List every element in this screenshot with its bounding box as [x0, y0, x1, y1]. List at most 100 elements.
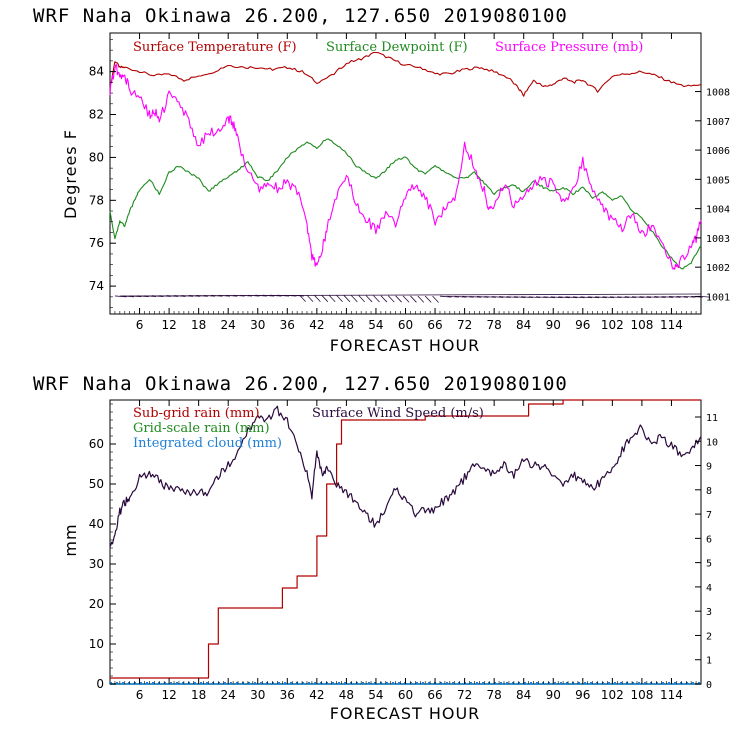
x-tick-label: 96	[575, 318, 590, 332]
x-tick-label: 90	[546, 318, 561, 332]
y2-tick-label: 1008	[706, 88, 730, 99]
wind-barb	[388, 296, 394, 302]
series-line-1	[110, 139, 701, 269]
y2-tick-label: 0	[706, 680, 712, 691]
wind-barb	[351, 295, 357, 301]
wind-barb	[359, 296, 365, 302]
panel-2-title: WRF Naha Okinawa 26.200, 127.650 2019080…	[33, 373, 568, 395]
x-tick-label: 66	[427, 318, 442, 332]
panel-1-ylabel: Degrees F	[61, 129, 80, 219]
y-tick-label: 78	[89, 193, 104, 207]
panel-temperature: WRF Naha Okinawa 26.200, 127.650 2019080…	[33, 5, 730, 355]
x-tick-label: 84	[516, 318, 531, 332]
panel-precipitation: WRF Naha Okinawa 26.200, 127.650 2019080…	[33, 373, 718, 723]
x-tick-label: 84	[516, 688, 531, 702]
x-tick-label: 6	[136, 688, 144, 702]
y2-tick-label: 1003	[706, 234, 730, 245]
y2-tick-label: 1002	[706, 263, 730, 274]
x-tick-label: 90	[546, 688, 561, 702]
y-tick-label: 10	[89, 637, 104, 651]
y2-tick-label: 7	[706, 510, 712, 521]
wind-barb	[373, 296, 379, 302]
x-tick-label: 36	[280, 688, 295, 702]
wind-barb	[322, 295, 328, 301]
y2-tick-label: 1004	[706, 205, 730, 216]
legend-surface-dewpoint: Surface Dewpoint (F)	[326, 40, 468, 55]
y2-tick-label: 4	[706, 583, 712, 594]
x-tick-label: 30	[250, 318, 265, 332]
y2-tick-label: 9	[706, 462, 712, 473]
y2-tick-label: 1001	[706, 292, 730, 303]
wind-barb	[366, 296, 372, 302]
y2-tick-label: 5	[706, 559, 712, 570]
panel-1-title: WRF Naha Okinawa 26.200, 127.650 2019080…	[33, 5, 568, 27]
x-tick-label: 114	[660, 688, 683, 702]
meteogram-figure: WRF Naha Okinawa 26.200, 127.650 2019080…	[0, 0, 740, 740]
y2-tick-label: 11	[706, 413, 718, 424]
x-tick-label: 42	[309, 318, 324, 332]
wind-barb	[425, 296, 431, 302]
x-tick-label: 72	[457, 688, 472, 702]
series-line-0	[110, 53, 701, 97]
wind-barb	[403, 296, 409, 302]
y-tick-label: 80	[89, 150, 104, 164]
wind-barb	[381, 296, 387, 302]
x-tick-label: 96	[575, 688, 590, 702]
wind-barb	[433, 296, 439, 302]
y2-tick-label: 6	[706, 534, 712, 545]
y2-tick-label: 2	[706, 631, 712, 642]
x-tick-label: 12	[161, 688, 176, 702]
y-tick-label: 74	[89, 279, 104, 293]
y-tick-label: 0	[96, 677, 104, 691]
x-tick-label: 78	[487, 688, 502, 702]
x-tick-label: 72	[457, 318, 472, 332]
x-tick-label: 78	[487, 318, 502, 332]
x-tick-label: 60	[398, 688, 413, 702]
x-tick-label: 102	[601, 318, 624, 332]
x-tick-label: 42	[309, 688, 324, 702]
wind-barb-baseline	[120, 294, 701, 296]
x-tick-label: 24	[221, 318, 236, 332]
y-tick-label: 40	[89, 517, 104, 531]
x-tick-label: 60	[398, 318, 413, 332]
legend-wind-speed: Surface Wind Speed (m/s)	[312, 406, 484, 421]
wind-barb	[410, 296, 416, 302]
wind-barb	[344, 295, 350, 301]
wind-barb	[329, 295, 335, 301]
x-tick-label: 18	[191, 318, 206, 332]
legend-integrated-cloud: Integrated cloud (mm)	[133, 436, 282, 451]
x-tick-label: 66	[427, 688, 442, 702]
y-tick-label: 76	[89, 236, 104, 250]
x-tick-label: 114	[660, 318, 683, 332]
y-tick-label: 82	[89, 108, 104, 122]
panel-1-xlabel: FORECAST HOUR	[330, 336, 481, 355]
y2-tick-label: 1006	[706, 146, 730, 157]
x-tick-label: 108	[630, 688, 653, 702]
panel-2-ylabel: mm	[61, 523, 80, 556]
legend-subgrid-rain: Sub-grid rain (mm)	[133, 406, 260, 421]
legend-gridscale-rain: Grid-scale rain (mm)	[133, 421, 270, 436]
x-tick-label: 48	[339, 688, 354, 702]
legend-surface-pressure: Surface Pressure (mb)	[495, 40, 643, 55]
y-tick-label: 50	[89, 477, 104, 491]
x-tick-label: 48	[339, 318, 354, 332]
y2-tick-label: 1007	[706, 117, 730, 128]
x-tick-label: 12	[161, 318, 176, 332]
wind-barb	[418, 296, 424, 302]
series-line-2	[110, 65, 701, 270]
y2-tick-label: 1005	[706, 175, 730, 186]
x-tick-label: 18	[191, 688, 206, 702]
wind-barb	[314, 295, 320, 301]
wind-barb	[337, 295, 343, 301]
y-tick-label: 60	[89, 437, 104, 451]
x-tick-label: 102	[601, 688, 624, 702]
x-tick-label: 54	[368, 688, 383, 702]
y2-tick-label: 10	[706, 437, 718, 448]
x-tick-label: 6	[136, 318, 144, 332]
x-tick-label: 108	[630, 318, 653, 332]
x-tick-label: 30	[250, 688, 265, 702]
y2-tick-label: 8	[706, 486, 712, 497]
y-tick-label: 30	[89, 557, 104, 571]
wind-barb	[396, 296, 402, 302]
panel-2-xlabel: FORECAST HOUR	[330, 704, 481, 723]
